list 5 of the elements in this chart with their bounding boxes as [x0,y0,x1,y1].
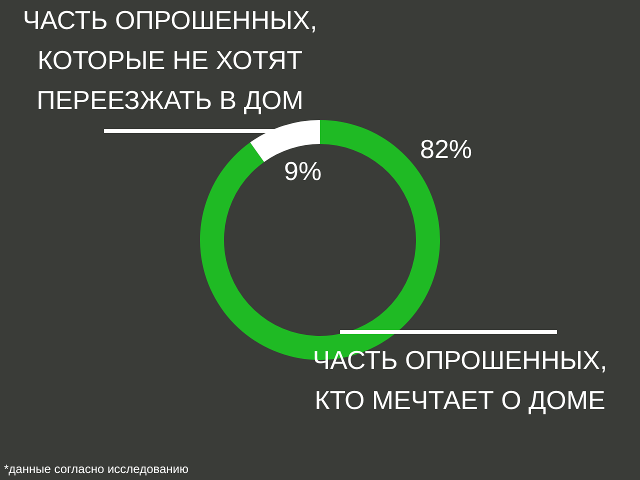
slice-label: ЧАСТЬ ОПРОШЕННЫХ, КОТОРЫЕ НЕ ХОТЯТ ПЕРЕЕЗЖАТЬ В ДОМ [22,4,318,117]
data-label: 82% [420,134,472,165]
text: *данные согласно исследованию [4,462,188,476]
slice-label: ЧАСТЬ ОПРОШЕННЫХ, КТО МЕЧТАЕТ О ДОМЕ [312,344,608,417]
data-label: 9% [284,156,322,187]
